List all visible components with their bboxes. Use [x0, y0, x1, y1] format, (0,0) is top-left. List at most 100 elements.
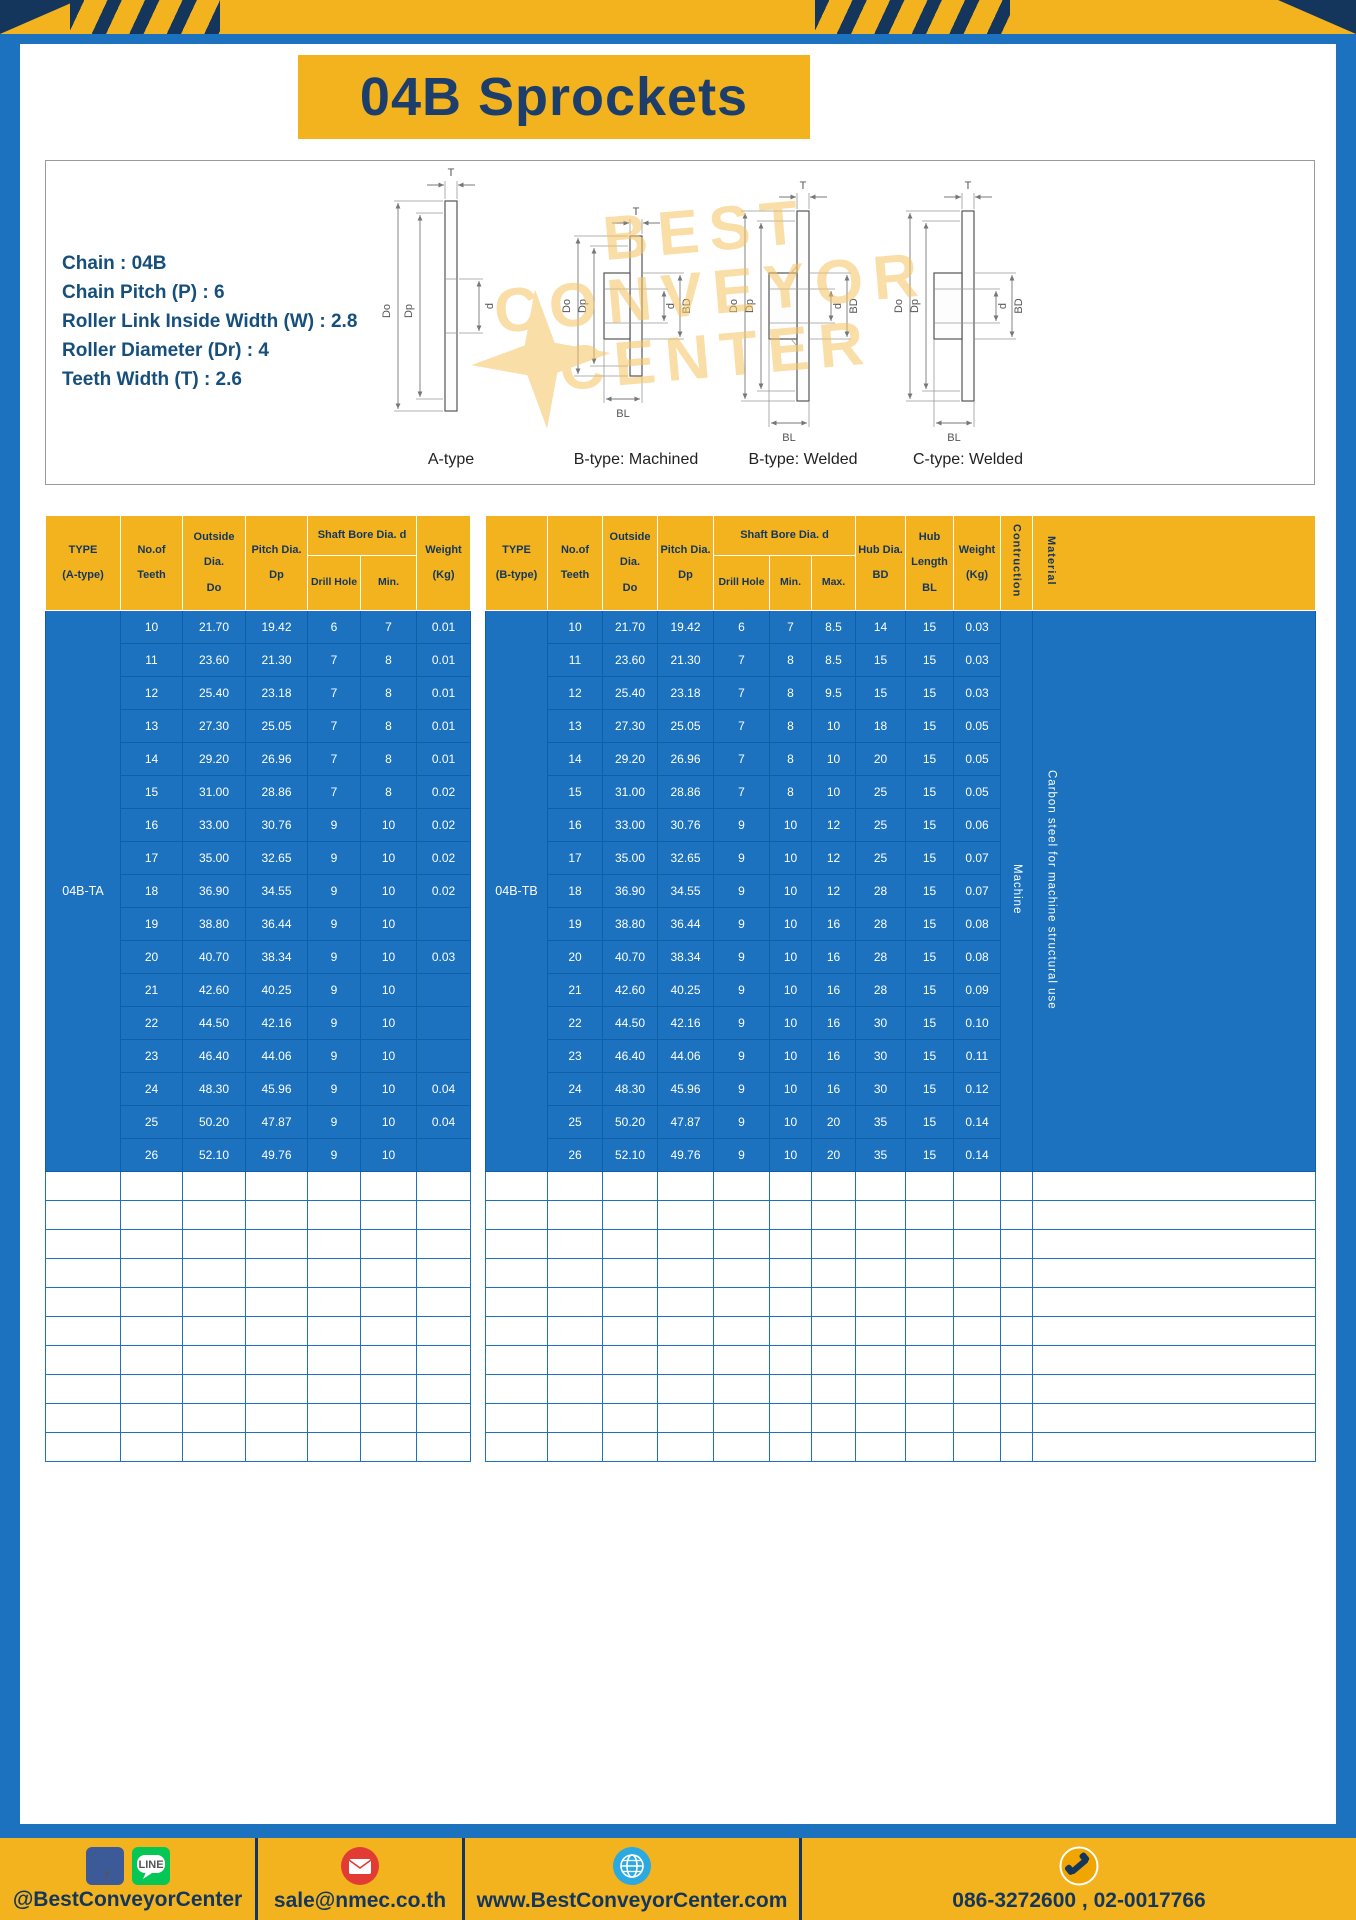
table-cell: 15 [120, 775, 183, 809]
facebook-icon[interactable]: f [85, 1846, 124, 1885]
table-cell: 12 [547, 676, 603, 710]
dim-label-dp: Dp [909, 299, 921, 313]
empty-cell [657, 1258, 714, 1288]
table-cell: 48.30 [182, 1072, 246, 1106]
table-cell: 46.40 [602, 1039, 658, 1073]
table-a-type: TYPE (A-type) No.of Teeth Outside Dia. D… [45, 515, 471, 1462]
table-cell: 27.30 [602, 709, 658, 743]
table-cell: 0.08 [953, 940, 1001, 974]
footer-contact-bar: f LINE @BestConveyorCenter sale@nmec.co.… [0, 1838, 1356, 1920]
empty-cell [45, 1403, 121, 1433]
empty-cell [307, 1200, 361, 1230]
table-cell: 10 [360, 940, 417, 974]
table-cell: 0.07 [953, 841, 1001, 875]
table-cell: 10 [811, 775, 856, 809]
table-cell: 15 [905, 907, 954, 941]
table-cell: 7 [307, 742, 361, 776]
caption-b-type-machined: B-type: Machined [573, 451, 699, 468]
table-cell: 25.05 [245, 709, 308, 743]
empty-cell [1000, 1432, 1033, 1462]
table-cell: 16 [811, 1072, 856, 1106]
col-header-drill-hole: Drill Hole [713, 555, 770, 611]
empty-row [485, 1432, 1316, 1462]
dim-label-bl: BL [616, 408, 629, 420]
empty-cell [657, 1345, 714, 1375]
empty-cell [602, 1200, 658, 1230]
footer-email[interactable]: sale@nmec.co.th [273, 1888, 447, 1912]
globe-icon[interactable] [612, 1846, 652, 1886]
empty-cell [769, 1171, 812, 1201]
footer-phone[interactable]: 086-3272600 , 02-0017766 [952, 1888, 1206, 1912]
table-cell: 33.00 [182, 808, 246, 842]
table-cell: 34.55 [245, 874, 308, 908]
table-cell: 42.60 [602, 973, 658, 1007]
table-cell: 0.14 [953, 1138, 1001, 1172]
empty-cell [547, 1287, 603, 1317]
table-cell: 49.76 [657, 1138, 714, 1172]
spec-chain: Chain : 04B [62, 253, 167, 274]
footer-website[interactable]: www.BestConveyorCenter.com [476, 1888, 788, 1912]
table-cell: 10 [769, 1006, 812, 1040]
table-cell: 10 [360, 874, 417, 908]
col-header-type: TYPE (B-type) [485, 515, 548, 611]
col-header-hub-length: Hub Length BL [905, 515, 954, 611]
table-row: 23 46.40 44.06 9 10 16 30 15 0.11 [486, 1039, 1316, 1073]
empty-cell [713, 1258, 770, 1288]
table-cell: 44.06 [657, 1039, 714, 1073]
empty-row [485, 1200, 1316, 1230]
table-cell: 28 [855, 940, 906, 974]
table-cell: 9 [713, 1039, 770, 1073]
empty-cell [485, 1258, 548, 1288]
empty-cell [182, 1403, 246, 1433]
footer-social-handle[interactable]: @BestConveyorCenter [12, 1887, 243, 1911]
table-cell: 35.00 [182, 841, 246, 875]
line-icon[interactable]: LINE [131, 1846, 170, 1885]
empty-cell [905, 1345, 954, 1375]
email-icon[interactable] [340, 1846, 380, 1886]
table-cell: 35 [855, 1138, 906, 1172]
col-header-teeth: No.of Teeth [547, 515, 603, 611]
table-cell: 15 [905, 1138, 954, 1172]
empty-cell [307, 1345, 361, 1375]
empty-cell [1032, 1316, 1316, 1346]
empty-cell [485, 1229, 548, 1259]
empty-cell [602, 1316, 658, 1346]
table-row: 19 38.80 36.44 9 10 [46, 907, 471, 941]
table-cell: 7 [769, 610, 812, 644]
empty-cell [657, 1403, 714, 1433]
table-cell: 30 [855, 1072, 906, 1106]
empty-cell [769, 1287, 812, 1317]
table-cell: 38.34 [657, 940, 714, 974]
empty-cell [547, 1171, 603, 1201]
table-cell: 9 [713, 1105, 770, 1139]
empty-cell [905, 1316, 954, 1346]
table-cell: 8.5 [811, 643, 856, 677]
table-cell: 21 [120, 973, 183, 1007]
table-cell: 15 [905, 1006, 954, 1040]
phone-icon[interactable] [1059, 1846, 1099, 1886]
caption-a-type: A-type [427, 451, 475, 468]
empty-cell [769, 1229, 812, 1259]
table-cell: 40.25 [245, 973, 308, 1007]
page-title: 04B Sprockets [298, 55, 810, 139]
empty-cell [1000, 1345, 1033, 1375]
empty-row [485, 1171, 1316, 1201]
table-row: 12 25.40 23.18 7 8 9.5 15 15 0.03 [486, 676, 1316, 710]
empty-cell [602, 1374, 658, 1404]
empty-cell [245, 1200, 308, 1230]
table-cell [416, 1006, 471, 1040]
footer-social-section: f LINE @BestConveyorCenter [0, 1838, 258, 1920]
empty-cell [307, 1171, 361, 1201]
table-row: 20 40.70 38.34 9 10 16 28 15 0.08 [486, 940, 1316, 974]
empty-cell [245, 1432, 308, 1462]
empty-row [485, 1258, 1316, 1288]
table-cell: 19.42 [657, 610, 714, 644]
table-cell: 15 [855, 676, 906, 710]
empty-cell [307, 1432, 361, 1462]
empty-cell [485, 1200, 548, 1230]
table-cell: 10 [360, 841, 417, 875]
empty-cell [657, 1432, 714, 1462]
empty-cell [1032, 1200, 1316, 1230]
table-cell: 20 [855, 742, 906, 776]
table-cell: 10 [769, 874, 812, 908]
